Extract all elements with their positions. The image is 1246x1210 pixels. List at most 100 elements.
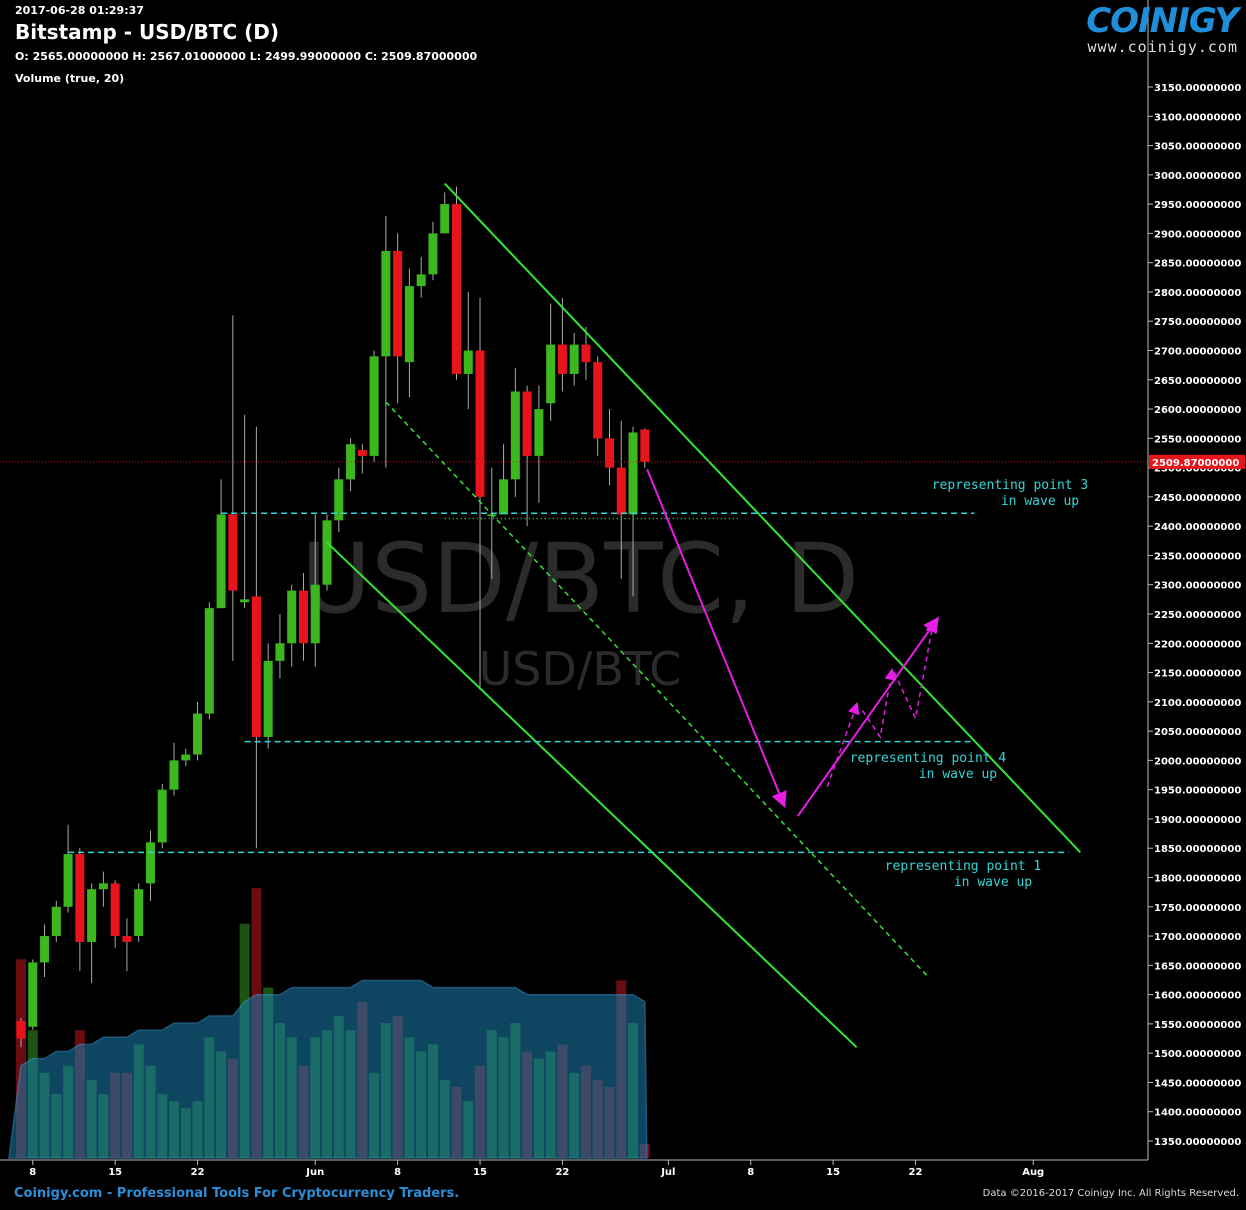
candle-body xyxy=(122,936,132,942)
channel-upper-line xyxy=(443,182,1082,854)
candle-body xyxy=(298,590,308,644)
support-label-line1: representing point 4 xyxy=(850,751,1007,766)
candle-body xyxy=(393,250,403,357)
candle xyxy=(404,268,414,398)
candle-body xyxy=(557,344,567,374)
candle xyxy=(546,303,556,421)
candles xyxy=(16,186,650,1048)
candle-body xyxy=(134,889,144,937)
y-tick-label: 1450.00000000 xyxy=(1154,1078,1241,1089)
x-tick-label: 8 xyxy=(29,1167,36,1178)
support-label-line1: representing point 1 xyxy=(885,859,1042,874)
x-tick-label: 15 xyxy=(473,1167,487,1178)
candle xyxy=(475,297,485,691)
candle-body xyxy=(75,854,85,942)
candle xyxy=(334,467,344,533)
support-label: representing point 4 in wave up xyxy=(850,751,1007,782)
x-tick-label: 8 xyxy=(394,1167,401,1178)
ohlc-readout: O: 2565.00000000 H: 2567.01000000 L: 249… xyxy=(15,50,478,63)
axes: 3150.00000000 3100.00000000 3050.00000000 3… xyxy=(0,0,1245,1178)
candle xyxy=(393,233,403,404)
candle-body xyxy=(334,479,344,521)
logo-name: COINIGY xyxy=(1086,1,1239,41)
y-tick-label: 2400.00000000 xyxy=(1154,522,1241,533)
candle-body xyxy=(169,760,179,790)
candle-body xyxy=(275,643,285,661)
candle xyxy=(157,783,167,849)
candle xyxy=(16,1018,26,1048)
y-tick-label: 3050.00000000 xyxy=(1154,142,1241,153)
candle-body xyxy=(404,286,414,363)
candle-body xyxy=(546,344,556,404)
y-tick-label: 2650.00000000 xyxy=(1154,376,1241,387)
y-tick-label: 1350.00000000 xyxy=(1154,1137,1241,1148)
candle-body xyxy=(416,274,426,287)
candle xyxy=(75,848,85,972)
candle-body xyxy=(263,660,273,737)
volume-indicator-label[interactable]: Volume (true, 20) xyxy=(15,72,125,85)
candle xyxy=(181,748,191,767)
candle-body xyxy=(98,883,108,890)
candle-body xyxy=(463,350,473,374)
annotations: representing point 3 in wave uprepresenti… xyxy=(68,182,1089,1049)
candle-body xyxy=(440,204,450,234)
candle xyxy=(251,426,261,849)
y-tick-label: 2250.00000000 xyxy=(1154,610,1241,621)
candle-body xyxy=(287,590,297,644)
projection-down-arrow xyxy=(646,468,787,809)
y-tick-label: 1950.00000000 xyxy=(1154,786,1241,797)
chart-timestamp: 2017-06-28 01:29:37 xyxy=(15,4,144,17)
projection-wave-1 xyxy=(826,701,860,787)
x-tick-label: 22 xyxy=(191,1167,205,1178)
y-tick-label: 1400.00000000 xyxy=(1154,1108,1241,1119)
candle-body xyxy=(369,356,379,456)
y-tick-label: 3150.00000000 xyxy=(1154,83,1241,94)
coinigy-logo[interactable]: COINIGY www.coinigy.com xyxy=(1086,1,1239,55)
x-tick-label: 22 xyxy=(909,1167,923,1178)
candle xyxy=(98,871,108,907)
candle-body xyxy=(87,889,97,942)
candle-body xyxy=(310,584,320,644)
candle-body xyxy=(110,883,120,937)
candle-body xyxy=(28,962,38,1027)
x-tick-label: 15 xyxy=(826,1167,840,1178)
candle xyxy=(63,824,73,913)
candle xyxy=(510,368,520,497)
candle-body xyxy=(204,608,214,714)
candle xyxy=(381,215,391,468)
candle-body xyxy=(193,713,203,755)
candle xyxy=(463,291,473,410)
volume-bar xyxy=(16,959,26,1158)
candle-body xyxy=(475,350,485,497)
candle-body xyxy=(510,391,520,480)
candle-body xyxy=(451,204,461,374)
y-tick-label: 2950.00000000 xyxy=(1154,200,1241,211)
candle xyxy=(369,350,379,462)
y-tick-label: 1900.00000000 xyxy=(1154,815,1241,826)
footer-tagline[interactable]: Coinigy.com - Professional Tools For Cry… xyxy=(14,1186,460,1201)
support-label-line2: in wave up xyxy=(954,875,1032,890)
candle xyxy=(522,385,532,527)
x-tick-label: 22 xyxy=(555,1167,569,1178)
candle-body xyxy=(251,596,261,737)
y-tick-label: 2100.00000000 xyxy=(1154,698,1241,709)
candle xyxy=(263,643,273,749)
x-tick-label: Aug xyxy=(1022,1167,1044,1178)
y-tick-label: 3100.00000000 xyxy=(1154,112,1241,123)
candle-body xyxy=(181,754,191,761)
candle-body xyxy=(534,409,544,456)
candle-body xyxy=(145,842,155,884)
candle xyxy=(145,830,155,901)
candle xyxy=(593,356,603,456)
last-price-label: 2509.87000000 xyxy=(1152,458,1239,469)
candle-body xyxy=(381,250,391,357)
support-label-line1: representing point 3 xyxy=(932,478,1089,493)
support-label: representing point 3 in wave up xyxy=(932,478,1089,509)
candle xyxy=(87,883,97,983)
y-tick-label: 2800.00000000 xyxy=(1154,288,1241,299)
candle xyxy=(322,514,332,591)
candle-body xyxy=(569,344,579,374)
candle xyxy=(557,297,567,392)
y-tick-label: 2050.00000000 xyxy=(1154,727,1241,738)
